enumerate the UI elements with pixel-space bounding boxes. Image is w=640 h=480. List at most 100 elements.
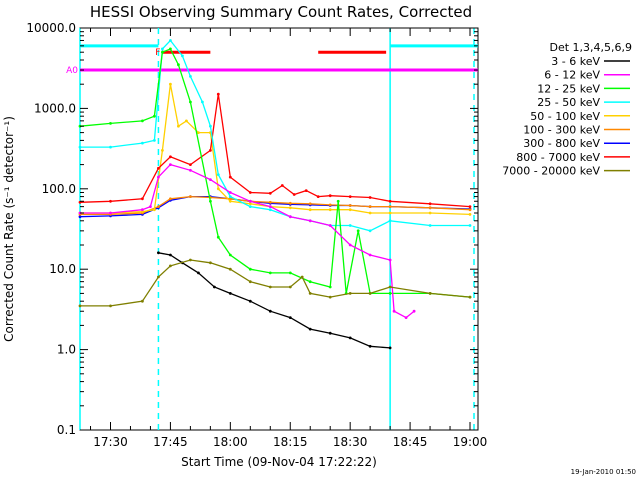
x-axis-label: Start Time (09-Nov-04 17:22:22): [181, 455, 377, 469]
data-point: [280, 184, 284, 187]
series-line: [80, 259, 471, 307]
data-point: [388, 219, 392, 223]
data-point: [181, 54, 184, 58]
data-point: [209, 149, 212, 152]
data-point: [78, 145, 82, 149]
data-point: [268, 205, 272, 209]
x-tick-label: 18:30: [333, 435, 368, 449]
data-point: [109, 199, 112, 203]
series-lines: [78, 39, 472, 350]
data-point: [368, 229, 372, 233]
data-point: [228, 199, 232, 203]
data-point: [209, 178, 212, 182]
data-point: [169, 47, 172, 51]
data-point: [157, 166, 160, 170]
data-point: [169, 264, 172, 268]
data-point: [189, 100, 192, 104]
y-tick-label: 0.1: [57, 423, 76, 437]
data-point: [468, 213, 472, 216]
data-point: [248, 280, 252, 284]
data-point: [348, 204, 352, 207]
data-point: [268, 309, 272, 313]
data-point: [368, 253, 372, 257]
x-tick-label: 17:45: [153, 435, 188, 449]
data-point: [336, 199, 340, 203]
data-point: [368, 205, 372, 209]
data-point: [268, 271, 272, 275]
data-point: [248, 267, 252, 271]
data-point: [228, 267, 232, 271]
data-point: [228, 195, 232, 199]
data-point: [368, 292, 372, 295]
data-point: [189, 195, 192, 199]
series-line: [79, 48, 471, 298]
data-point: [368, 344, 372, 348]
data-point: [169, 155, 172, 159]
data-point: [189, 163, 192, 167]
y-axis: 0.1 1.0 10.0 100.0 1000.0 10000.0: [26, 21, 478, 437]
data-point: [228, 191, 232, 194]
data-point: [141, 208, 144, 212]
data-point: [348, 243, 352, 247]
data-point: [209, 261, 212, 265]
legend-label: 25 - 50 keV: [537, 96, 600, 109]
data-point: [348, 195, 352, 199]
data-point: [348, 224, 352, 227]
data-point: [248, 191, 252, 194]
data-point: [141, 141, 144, 145]
data-point: [308, 219, 312, 223]
x-tick-label: 18:45: [393, 435, 428, 449]
data-point: [388, 199, 392, 203]
data-point: [300, 275, 304, 279]
legend-title: Det 1,3,4,5,6,9: [549, 41, 632, 54]
data-point: [216, 187, 220, 191]
data-point: [304, 189, 308, 193]
data-point: [328, 331, 332, 335]
data-point: [209, 199, 212, 203]
y-axis-label: Corrected Count Rate (s⁻¹ detector⁻¹): [2, 116, 16, 342]
data-point: [197, 131, 200, 135]
flag-label: A0: [66, 66, 78, 76]
data-point: [328, 208, 332, 212]
data-point: [316, 195, 320, 199]
data-point: [288, 316, 292, 319]
data-point: [388, 258, 392, 262]
data-point: [189, 75, 192, 78]
y-tick-label: 10000.0: [26, 21, 76, 35]
data-point: [468, 208, 472, 212]
legend-label: 100 - 300 keV: [523, 124, 600, 137]
data-point: [288, 285, 292, 289]
series-line: [79, 94, 471, 208]
data-point: [328, 295, 332, 299]
data-point: [169, 82, 172, 86]
data-point: [153, 114, 156, 118]
legend-label: 7000 - 20000 keV: [502, 165, 600, 178]
series-line: [80, 163, 415, 319]
data-point: [268, 191, 272, 195]
data-point: [428, 292, 432, 295]
series-line: [80, 84, 471, 216]
legend-label: 12 - 25 keV: [537, 82, 600, 95]
data-point: [161, 50, 164, 54]
data-point: [216, 235, 220, 239]
data-point: [308, 280, 312, 284]
legend-label: 300 - 800 keV: [523, 137, 600, 150]
vertical-markers: [79, 28, 475, 430]
chart-title: HESSI Observing Summary Count Rates, Cor…: [90, 3, 472, 21]
data-point: [189, 258, 192, 262]
data-point: [248, 299, 252, 303]
data-point: [161, 149, 164, 152]
legend-label: 800 - 7000 keV: [516, 151, 600, 164]
data-point: [228, 253, 232, 257]
data-point: [201, 100, 204, 104]
data-point: [328, 285, 332, 289]
data-point: [109, 145, 112, 149]
y-tick-label: 1.0: [57, 343, 76, 357]
x-tick-label: 17:30: [93, 435, 128, 449]
data-point: [288, 271, 292, 275]
data-point: [428, 206, 432, 210]
data-point: [248, 199, 252, 203]
data-point: [468, 224, 472, 227]
